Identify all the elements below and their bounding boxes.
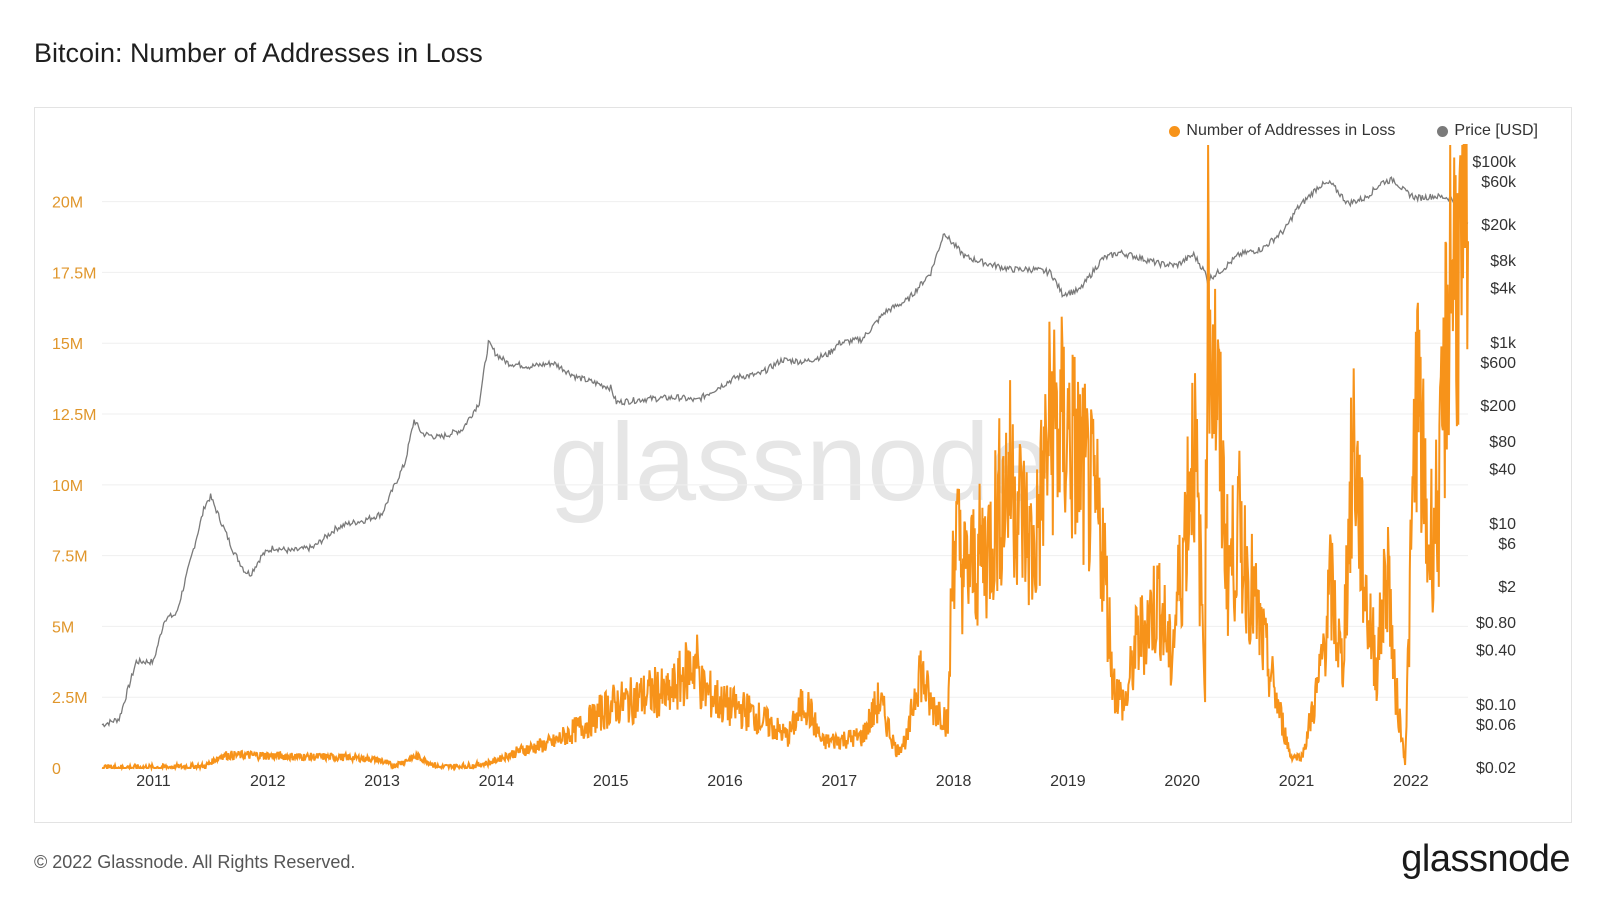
price-series-line — [101, 176, 1469, 728]
left-axis-ticks: 0 2.5M 5M 7.5M 10M 12.5M 15M 17.5M 20M — [52, 195, 96, 778]
loss-series-line — [101, 144, 1469, 772]
x-tick-label: 2014 — [479, 773, 515, 790]
x-tick-label: 2020 — [1164, 773, 1200, 790]
right-tick-label: $1k — [1490, 335, 1517, 352]
left-tick-label: 12.5M — [52, 407, 96, 424]
legend-item-loss[interactable]: Number of Addresses in Loss — [1169, 122, 1395, 140]
right-tick-label: $0.80 — [1476, 615, 1516, 632]
x-tick-label: 2017 — [822, 773, 858, 790]
right-tick-label: $200 — [1480, 398, 1516, 415]
right-tick-label: $0.06 — [1476, 717, 1516, 734]
chart-panel — [34, 107, 1572, 823]
left-tick-label: 0 — [52, 761, 61, 778]
right-tick-label: $2 — [1498, 579, 1516, 596]
x-tick-label: 2021 — [1279, 773, 1315, 790]
left-tick-label: 7.5M — [52, 549, 88, 566]
x-tick-label: 2013 — [364, 773, 400, 790]
legend-dot-price — [1437, 125, 1449, 137]
legend-item-price[interactable]: Price [USD] — [1437, 122, 1538, 140]
right-tick-label: $0.10 — [1476, 697, 1516, 714]
x-tick-label: 2012 — [250, 773, 286, 790]
legend-dot-loss — [1169, 125, 1181, 137]
copyright-footer: © 2022 Glassnode. All Rights Reserved. — [34, 852, 356, 872]
right-tick-label: $0.02 — [1476, 760, 1516, 777]
right-tick-label: $6 — [1498, 536, 1516, 553]
right-tick-label: $600 — [1480, 355, 1516, 372]
left-tick-label: 17.5M — [52, 265, 96, 282]
left-tick-label: 10M — [52, 478, 83, 495]
right-tick-label: $60k — [1481, 174, 1517, 191]
x-tick-label: 2022 — [1393, 773, 1429, 790]
right-tick-label: $40 — [1489, 461, 1516, 478]
left-tick-label: 20M — [52, 195, 83, 212]
right-tick-label: $10 — [1489, 516, 1516, 533]
right-tick-label: $0.40 — [1476, 642, 1516, 659]
x-tick-label: 2018 — [936, 773, 972, 790]
x-tick-label: 2011 — [136, 773, 171, 790]
legend-label-loss: Number of Addresses in Loss — [1186, 122, 1396, 139]
right-tick-label: $20k — [1481, 217, 1517, 234]
x-tick-label: 2016 — [707, 773, 743, 790]
left-tick-label: 5M — [52, 619, 74, 636]
x-tick-label: 2015 — [593, 773, 629, 790]
right-axis-ticks: $100k $60k $20k $8k $4k $1k $600 $200 $80 $40 $10 $… — [1472, 154, 1517, 777]
chart-title: Bitcoin: Number of Addresses in Loss — [34, 38, 483, 68]
right-tick-label: $4k — [1490, 280, 1517, 297]
watermark: glassnode — [549, 401, 1051, 524]
legend: Number of Addresses in Loss Price [USD] — [1169, 122, 1538, 140]
right-tick-label: $8k — [1490, 253, 1517, 270]
x-tick-label: 2019 — [1050, 773, 1086, 790]
legend-label-price: Price [USD] — [1454, 122, 1538, 139]
right-tick-label: $100k — [1472, 154, 1517, 171]
brand-logo[interactable]: glassnode — [1401, 838, 1570, 880]
left-tick-label: 15M — [52, 336, 83, 353]
left-tick-label: 2.5M — [52, 690, 88, 707]
x-axis-ticks: 2011 2012 2013 2014 2015 2016 2017 2018 2019 2020… — [136, 773, 1429, 790]
right-tick-label: $80 — [1489, 434, 1516, 451]
